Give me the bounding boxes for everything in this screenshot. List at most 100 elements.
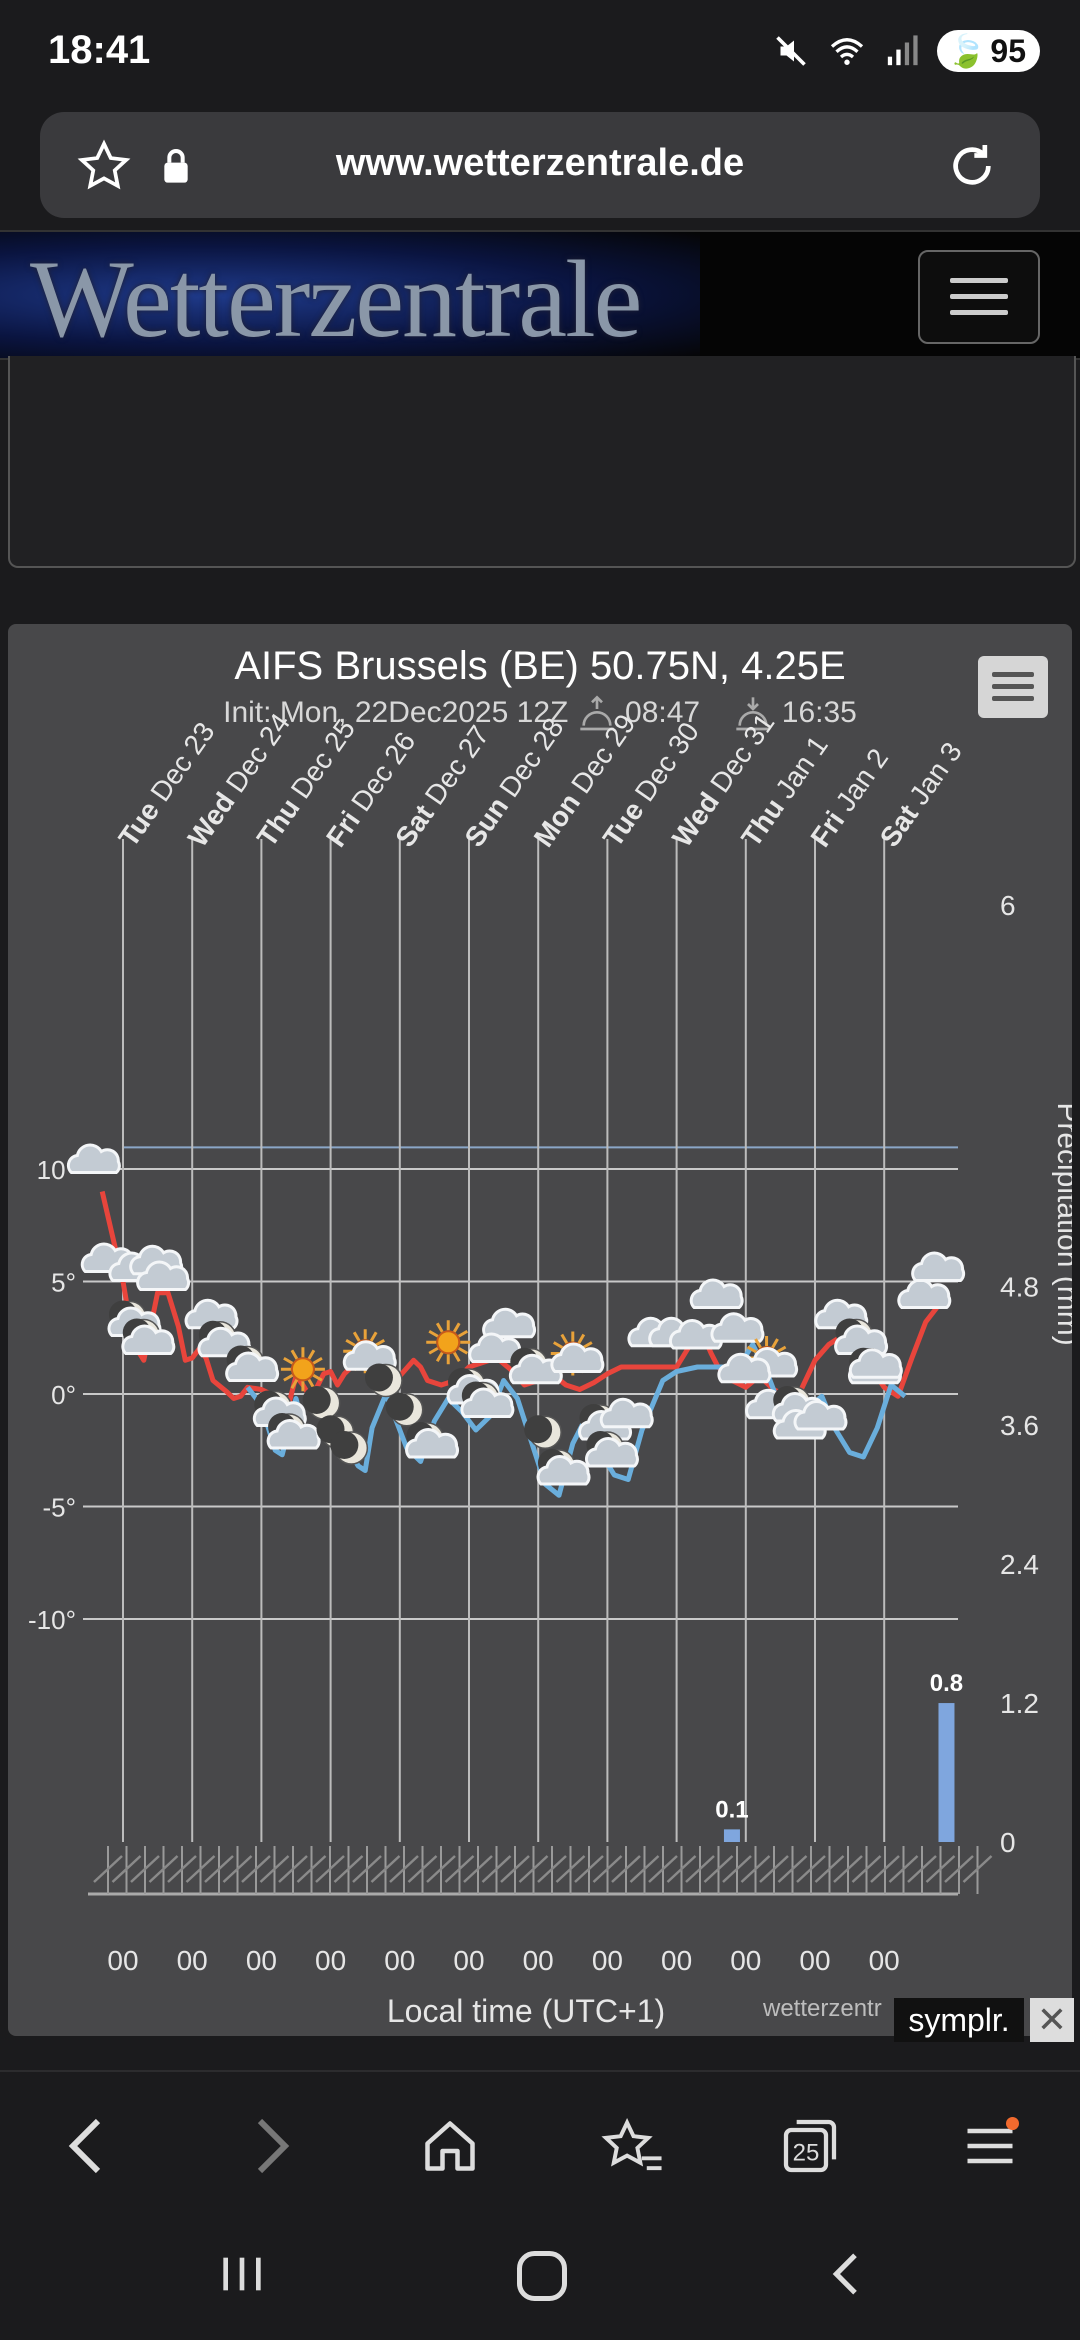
day-label-date: Dec 23 <box>144 717 220 807</box>
wind-barb <box>685 1855 715 1883</box>
meteogram-chart: 10°5°0°-5°-10°64.83.62.41.20Precipitatio… <box>28 708 1072 2029</box>
address-bar[interactable]: www.wetterzentrale.de <box>40 112 1040 218</box>
wind-barb <box>703 1855 734 1883</box>
day-label-date: Jan 1 <box>769 730 834 804</box>
x-axis-tick-label: 00 <box>592 1945 623 1976</box>
sun-ray <box>771 1338 779 1349</box>
site-logo[interactable]: Wetterzentrale <box>0 232 700 358</box>
sun-ray <box>754 1338 762 1349</box>
wind-barb <box>759 1855 789 1883</box>
battery-level: 95 <box>990 32 1026 69</box>
chart-credit: wetterzentr <box>762 1995 882 2022</box>
wind-barb <box>111 1855 142 1883</box>
cloud-icon <box>136 1260 191 1291</box>
init-text: Init: Mon, 22Dec2025 12Z <box>223 695 569 729</box>
x-axis-tick-label: 00 <box>246 1945 277 1976</box>
home-nav-icon[interactable] <box>512 2246 572 2306</box>
day-label-date: Dec 27 <box>419 720 495 810</box>
back-button[interactable] <box>48 2106 128 2186</box>
logo-text: Wetterzentrale <box>30 238 642 358</box>
x-axis-tick-label: 00 <box>730 1945 761 1976</box>
home-button[interactable] <box>410 2106 490 2186</box>
wind-barb <box>296 1855 327 1883</box>
y-axis-precip-label: 3.6 <box>1000 1410 1039 1441</box>
wind-barb <box>241 1855 271 1883</box>
reload-icon[interactable] <box>944 138 1000 194</box>
cloud-icon <box>834 1324 889 1355</box>
sunrise-icon <box>580 695 614 731</box>
lock-icon <box>164 149 188 183</box>
wind-barb <box>93 1855 123 1883</box>
sun-disc <box>290 1357 315 1382</box>
wind-barb <box>370 1855 401 1883</box>
wind-barb <box>740 1855 771 1883</box>
site-header: Wetterzentrale <box>0 230 1080 360</box>
wind-barb <box>851 1855 882 1883</box>
browser-menu-button[interactable] <box>950 2106 1030 2186</box>
precip-bar-label: 0.1 <box>715 1796 748 1823</box>
sun-ray <box>428 1346 439 1355</box>
moon-shadow <box>364 1363 393 1392</box>
wind-barb <box>629 1855 660 1883</box>
x-axis-tick-label: 00 <box>384 1945 415 1976</box>
bookmarks-button[interactable] <box>592 2106 672 2186</box>
wind-barb <box>907 1855 937 1883</box>
sun-ray <box>312 1373 323 1382</box>
sun-ray <box>312 1356 323 1365</box>
x-axis-tick-label: 00 <box>799 1945 830 1976</box>
sun-ray <box>428 1329 439 1338</box>
back-nav-icon[interactable] <box>820 2246 876 2302</box>
y-axis-temp-label: 0° <box>51 1380 76 1410</box>
sun-ray <box>560 1333 569 1344</box>
wind-barb <box>962 1855 993 1883</box>
sun-ray <box>577 1333 586 1344</box>
ad-close-button[interactable]: ✕ <box>1030 1998 1074 2042</box>
wind-barb <box>555 1855 586 1883</box>
day-label: Sat Jan 3 <box>874 736 968 852</box>
wind-barb <box>648 1855 678 1883</box>
sun-icon <box>280 1347 325 1392</box>
day-label-date: Dec 29 <box>565 708 641 798</box>
tab-count: 25 <box>793 2140 820 2167</box>
wind-barb <box>185 1855 216 1883</box>
sun-ray <box>457 1329 469 1338</box>
hamburger-menu-icon <box>967 2117 1019 2164</box>
cloud-icon <box>911 1251 966 1282</box>
wind-barb <box>204 1855 234 1883</box>
tabs-icon: 25 <box>783 2119 837 2173</box>
ad-badge[interactable]: symplr. <box>894 1998 1024 2042</box>
chart-export-menu-button[interactable] <box>978 656 1048 718</box>
wind-barb <box>426 1855 456 1883</box>
sun-ray <box>369 1331 378 1342</box>
sun-ray <box>352 1331 361 1342</box>
wind-barb <box>407 1855 438 1883</box>
forward-button[interactable] <box>230 2106 310 2186</box>
chevron-right-icon <box>257 2118 290 2174</box>
moon-shadow <box>330 1431 359 1459</box>
wind-barb <box>148 1855 179 1883</box>
wind-barb <box>130 1855 160 1883</box>
y-axis-precip-label: 1.2 <box>1000 1688 1039 1719</box>
chart-title: AIFS Brussels (BE) 50.75N, 4.25E <box>234 644 846 688</box>
wind-barb <box>796 1855 826 1883</box>
url-text[interactable]: www.wetterzentrale.de <box>335 142 745 184</box>
cloud-icon <box>460 1387 515 1418</box>
tabs-button[interactable]: 25 <box>770 2106 850 2186</box>
y-axis-precip-label: 0 <box>1000 1827 1016 1858</box>
site-menu-button[interactable] <box>918 250 1040 344</box>
wind-barb <box>777 1855 808 1883</box>
cloud-icon <box>848 1348 903 1379</box>
sun-ray <box>776 1345 787 1354</box>
sun-ray <box>435 1351 444 1363</box>
moon-shadow <box>385 1392 414 1421</box>
precip-bar <box>938 1703 955 1842</box>
mute-icon <box>775 36 806 66</box>
bookmark-star-icon[interactable] <box>76 138 132 194</box>
precip-bar-label: 0.8 <box>930 1670 963 1697</box>
cloud-icon <box>793 1400 848 1431</box>
browser-toolbar: 25 <box>0 2070 1080 2212</box>
wind-barb <box>444 1855 475 1883</box>
sun-ray <box>307 1349 316 1360</box>
signal-icon <box>887 35 918 66</box>
recent-apps-icon[interactable] <box>214 2246 270 2302</box>
